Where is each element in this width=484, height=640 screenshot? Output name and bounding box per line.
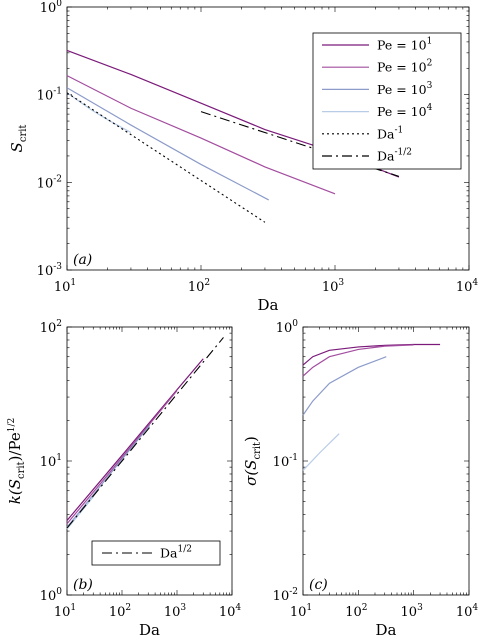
y-tick-label: 10-2 xyxy=(273,587,298,604)
x-tick-label: 102 xyxy=(109,603,131,620)
series-line-2 xyxy=(302,344,414,377)
series-line-3 xyxy=(66,424,151,528)
x-tick-label: 102 xyxy=(188,278,210,295)
series-line-2 xyxy=(66,390,178,525)
legend: Da1/2 xyxy=(91,540,221,566)
y-tick-label: 100 xyxy=(276,319,299,336)
x-axis-label: Da xyxy=(258,296,279,314)
series-line-3 xyxy=(66,87,269,201)
y-tick-label: 10-1 xyxy=(273,453,298,470)
legend-entry: Da1/2 xyxy=(160,545,192,561)
y-tick-label: 100 xyxy=(40,587,63,604)
legend-entry: Da-1 xyxy=(377,125,403,141)
x-tick-label: 103 xyxy=(401,603,424,620)
x-tick-label: 104 xyxy=(219,603,242,620)
y-tick-label: 10-2 xyxy=(37,174,62,191)
panel-label: (a) xyxy=(73,252,92,268)
panel-b: 101 102 103 104102101100Dak(Scrit)/Pe1/2(b)… xyxy=(6,319,241,639)
y-axis-label: k(Scrit)/Pe1/2 xyxy=(6,418,27,505)
series-line-2 xyxy=(66,75,336,195)
x-axis-label: Da xyxy=(139,621,160,639)
legend-entry: Da-1/2 xyxy=(377,148,412,164)
legend: Pe = 101 Pe = 102 Pe = 103 Pe = 104 Da-1 Da-1… xyxy=(312,32,462,170)
y-tick-label: 10-3 xyxy=(37,262,63,279)
x-axis-label: Da xyxy=(376,621,397,639)
x-tick-label: 104 xyxy=(456,603,479,620)
panel-c: 101 102 103 104 100 10-1 10-2 Da σ(Scrit) (c) xyxy=(242,319,478,639)
axis-ticks xyxy=(66,326,233,596)
x-tick-label: 101 xyxy=(290,603,312,620)
axis-ticks xyxy=(66,6,470,271)
legend-entry: Pe = 102 xyxy=(377,59,432,75)
x-tick-label: 103 xyxy=(322,278,345,295)
legend-box xyxy=(312,32,462,170)
y-tick-label: 101 xyxy=(40,453,62,470)
panel-label: (c) xyxy=(309,577,328,593)
x-tick-label: 104 xyxy=(456,278,479,295)
legend-box xyxy=(91,540,221,566)
series-line-4 xyxy=(66,92,132,134)
series-line-6 xyxy=(200,111,400,177)
x-tick-label: 101 xyxy=(54,278,76,295)
series-line-4 xyxy=(66,496,94,530)
axis-ticks xyxy=(302,326,470,596)
panel-label: (b) xyxy=(73,577,93,593)
y-axis-label: Scrit xyxy=(8,125,29,153)
panel-a: 101 102 103 104 100 10-1 10-2 10-3 Da Scrit (a) Pe … xyxy=(8,0,478,314)
legend-entry: Pe = 103 xyxy=(377,81,433,97)
y-tick-label: 102 xyxy=(40,319,62,336)
plot-frame xyxy=(302,326,470,596)
y-axis-label: σ(Scrit) xyxy=(242,436,263,486)
series-line-1 xyxy=(66,358,204,521)
x-tick-label: 101 xyxy=(54,603,76,620)
plot-frame xyxy=(66,6,470,271)
series-line-3 xyxy=(302,356,387,416)
x-tick-label: 103 xyxy=(164,603,187,620)
series-line-5 xyxy=(66,92,266,223)
series-line-1 xyxy=(302,343,441,366)
series-line-5 xyxy=(66,337,224,529)
series-line-4 xyxy=(302,433,340,471)
legend-entry: Pe = 104 xyxy=(377,103,433,119)
legend-entry: Pe = 101 xyxy=(377,37,432,53)
y-tick-label: 10-1 xyxy=(37,87,62,104)
x-tick-label: 102 xyxy=(345,603,367,620)
y-tick-label: 100 xyxy=(40,0,63,16)
